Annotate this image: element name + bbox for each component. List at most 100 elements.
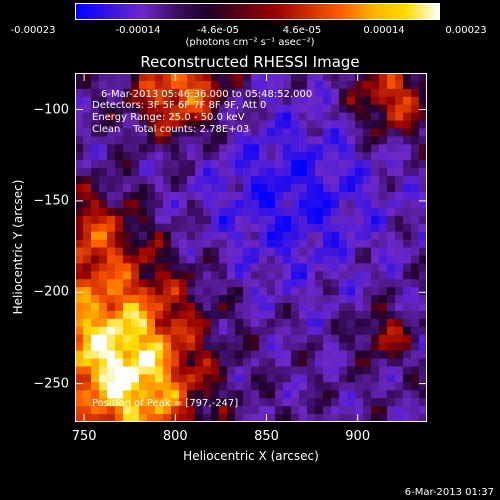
heatmap-cell [371,207,380,217]
heatmap-cell [83,414,92,422]
heatmap-cell [139,215,148,225]
heatmap-cell [155,263,164,272]
x-tick-label: 800 [162,429,188,444]
heatmap-cell [91,144,100,153]
heatmap-cell [363,231,372,241]
heatmap-cell [323,350,332,360]
heatmap-cell [259,96,268,106]
heatmap-cell [267,215,276,225]
heatmap-cell [107,334,116,344]
heatmap-cell [251,96,260,106]
heatmap-cell [219,144,228,153]
heatmap-cell [371,358,380,368]
heatmap-cell [243,73,252,82]
heatmap-cell [131,231,140,241]
heatmap-cell [203,184,212,193]
heatmap-cell [171,390,180,399]
heatmap-cell [259,326,268,336]
heatmap-cell [363,350,372,360]
heatmap-cell [91,318,100,328]
heatmap-cell [371,88,380,98]
heatmap-cell [195,207,204,217]
heatmap-cell [371,168,380,177]
heatmap-cell [267,184,276,193]
heatmap-cell [259,184,268,193]
heatmap-cell [75,215,84,225]
heatmap-cell [403,366,412,376]
heatmap-cell [107,406,116,415]
heatmap-cell [251,152,260,161]
heatmap-cell [203,136,212,145]
heatmap-cell [419,96,427,106]
heatmap-cell [267,144,276,153]
heatmap-cell [139,287,148,296]
heatmap-cell [323,263,332,272]
heatmap-cell [363,128,372,138]
heatmap-cell [339,295,348,304]
heatmap-cell [203,215,212,225]
heatmap-cell [323,255,332,264]
heatmap-cell [307,199,316,209]
heatmap-cell [227,366,236,376]
heatmap-cell [235,199,244,209]
heatmap-cell [171,120,180,130]
heatmap-cell [211,326,220,336]
heatmap-cell [235,184,244,193]
heatmap-cell [323,231,332,241]
heatmap-cell [307,279,316,288]
heatmap-cell [195,310,204,320]
heatmap-cell [139,239,148,249]
heatmap-cell [147,390,156,399]
heatmap-cell [123,255,132,264]
heatmap-cell [395,414,404,422]
heatmap-cell [411,191,420,201]
heatmap-cell [291,184,300,193]
heatmap-cell [403,168,412,177]
heatmap-cell [171,144,180,153]
heatmap-cell [363,382,372,391]
heatmap-cell [363,247,372,257]
heatmap-cell [163,334,172,344]
heatmap-cell [91,176,100,185]
heatmap-cell [403,334,412,344]
heatmap-cell [219,120,228,130]
heatmap-cell [147,239,156,249]
heatmap-cell [371,350,380,360]
heatmap-cell [211,223,220,233]
heatmap-cell [171,406,180,415]
heatmap-cell [243,152,252,161]
heatmap-cell [323,215,332,225]
heatmap-cell [395,120,404,130]
heatmap-cell [411,128,420,138]
heatmap-cell [339,390,348,399]
heatmap-cell [355,342,364,352]
heatmap-cell [139,168,148,177]
heatmap-cell [331,73,340,82]
heatmap-cell [203,374,212,383]
heatmap-cell [203,207,212,217]
heatmap-cell [291,310,300,320]
heatmap-cell [419,136,427,145]
heatmap-cell [339,358,348,368]
heatmap-cell [363,191,372,201]
colorbar-tick-label: -0.00023 [10,25,56,36]
heatmap-cell [355,128,364,138]
y-tick-label: −200 [33,284,69,300]
heatmap-cell [347,326,356,336]
heatmap-cell [147,318,156,328]
heatmap-cell [123,168,132,177]
heatmap-cell [315,295,324,304]
heatmap-cell [131,334,140,344]
heatmap-cell [267,414,276,422]
heatmap-cell [83,342,92,352]
heatmap-cell [179,247,188,257]
heatmap-cell [283,390,292,399]
heatmap-cell [219,80,228,90]
heatmap-cell [395,112,404,122]
heatmap-cell [155,207,164,217]
heatmap-cell [403,136,412,145]
heatmap-cell [211,152,220,161]
heatmap-cell [363,215,372,225]
heatmap-cell [259,366,268,376]
heatmap-cell [347,247,356,257]
